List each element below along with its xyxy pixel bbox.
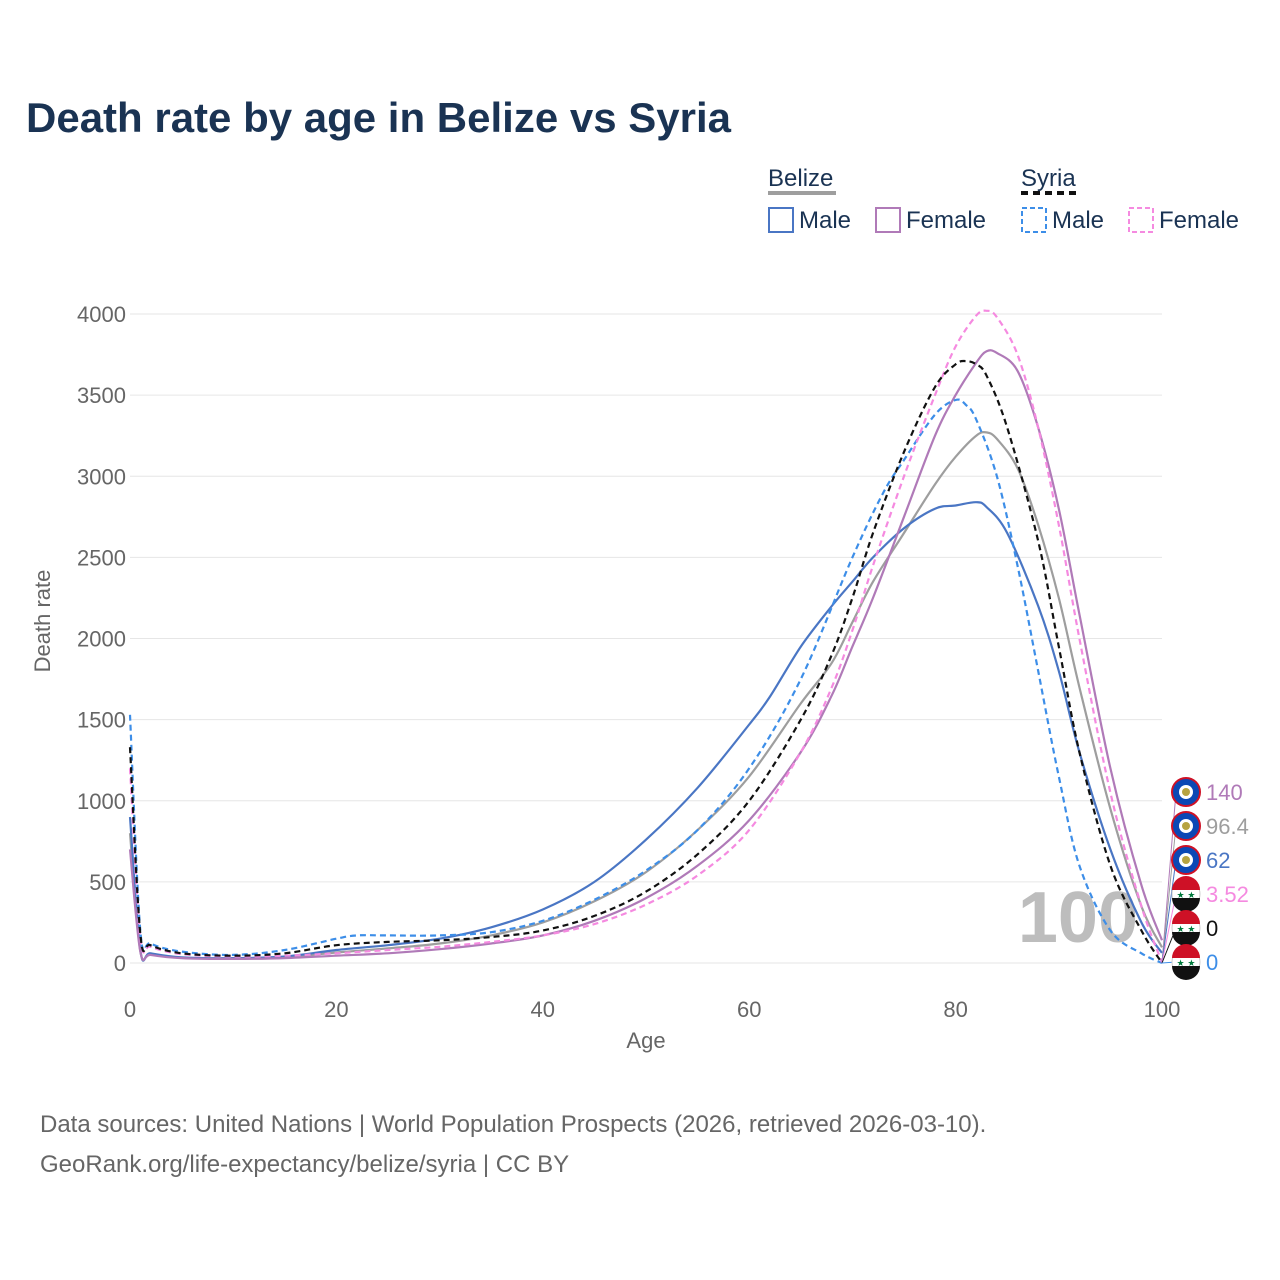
legend: Belize Syria Male Female Male Female [768, 165, 1239, 234]
x-tick-label: 100 [1144, 997, 1181, 1022]
chart-title: Death rate by age in Belize vs Syria [26, 94, 732, 141]
source-line-2: GeoRank.org/life-expectancy/belize/syria… [40, 1151, 569, 1178]
source-line-1: Data sources: United Nations | World Pop… [40, 1111, 986, 1138]
series-line-syria-total[interactable] [128, 359, 1163, 964]
syria-flag-icon: ★ ★ [1171, 944, 1201, 980]
y-axis-ticks: 0 500 1000 1500 2000 2500 3000 3500 4000 [77, 302, 126, 976]
y-tick-label: 0 [114, 951, 126, 976]
frame-year-label: 100 [1018, 878, 1138, 958]
legend-item-syria-male[interactable]: Male [1021, 207, 1104, 234]
svg-text:★ ★: ★ ★ [1177, 891, 1196, 901]
end-label-leader [1161, 825, 1177, 964]
end-label-syria-total: 0 [1206, 916, 1218, 941]
svg-text:★ ★: ★ ★ [1177, 925, 1196, 935]
legend-group-syria[interactable]: Syria [1021, 165, 1078, 195]
legend-item-syria-female[interactable]: Female [1128, 207, 1239, 234]
end-label-belize-male: 62 [1206, 848, 1230, 873]
legend-group-syria-label: Syria [1021, 165, 1076, 192]
series-line-belize-total[interactable] [128, 431, 1163, 962]
y-tick-label: 3500 [77, 383, 126, 408]
syria-flag-icon: ★ ★ [1171, 910, 1201, 946]
x-tick-label: 0 [124, 997, 136, 1022]
belize-flag-icon [1171, 845, 1201, 875]
legend-swatch-belize-female [875, 207, 901, 233]
series-line-syria-female[interactable] [128, 309, 1164, 963]
legend-group-belize-label: Belize [768, 165, 833, 192]
x-tick-label: 20 [324, 997, 348, 1022]
y-tick-label: 1000 [77, 789, 126, 814]
x-tick-label: 80 [943, 997, 967, 1022]
legend-label-belize-female: Female [906, 207, 986, 234]
end-label-syria-female: 3.52 [1206, 882, 1249, 907]
legend-swatch-belize-male [768, 207, 794, 233]
legend-label-syria-female: Female [1159, 207, 1239, 234]
end-labels: 140 96.4 62 ★ ★ 3.52 ★ ★ 0 ★ ★ 0 [1161, 777, 1249, 980]
end-label-leader [1161, 893, 1177, 964]
series-line-syria-male[interactable] [128, 398, 1163, 965]
legend-group-belize[interactable]: Belize [768, 165, 836, 195]
grid-lines [130, 313, 1162, 964]
legend-swatch-syria-female [1128, 207, 1154, 233]
x-tick-label: 40 [531, 997, 555, 1022]
end-label-leader [1161, 859, 1177, 964]
y-tick-label: 4000 [77, 302, 126, 327]
x-tick-label: 60 [737, 997, 761, 1022]
end-label-belize-total: 96.4 [1206, 814, 1249, 839]
series-line-belize-female[interactable] [128, 349, 1164, 962]
belize-flag-icon [1171, 777, 1201, 807]
legend-item-belize-male[interactable]: Male [768, 207, 851, 234]
syria-flag-icon: ★ ★ [1171, 876, 1201, 912]
legend-label-belize-male: Male [799, 207, 851, 234]
y-tick-label: 2000 [77, 627, 126, 652]
y-tick-label: 3000 [77, 464, 126, 489]
legend-item-belize-female[interactable]: Female [875, 207, 986, 234]
legend-swatch-syria-male [1021, 207, 1047, 233]
y-tick-label: 2500 [77, 545, 126, 570]
end-label-belize-female: 140 [1206, 780, 1243, 805]
y-tick-label: 1500 [77, 708, 126, 733]
y-tick-label: 500 [89, 870, 126, 895]
end-label-syria-male: 0 [1206, 950, 1218, 975]
y-axis-label: Death rate [30, 570, 55, 673]
legend-label-syria-male: Male [1052, 207, 1104, 234]
belize-flag-icon [1171, 811, 1201, 841]
svg-text:★ ★: ★ ★ [1177, 959, 1196, 969]
series-lines [128, 309, 1164, 965]
x-axis-label: Age [626, 1028, 665, 1053]
x-axis-ticks: 0 20 40 60 80 100 [124, 997, 1180, 1022]
